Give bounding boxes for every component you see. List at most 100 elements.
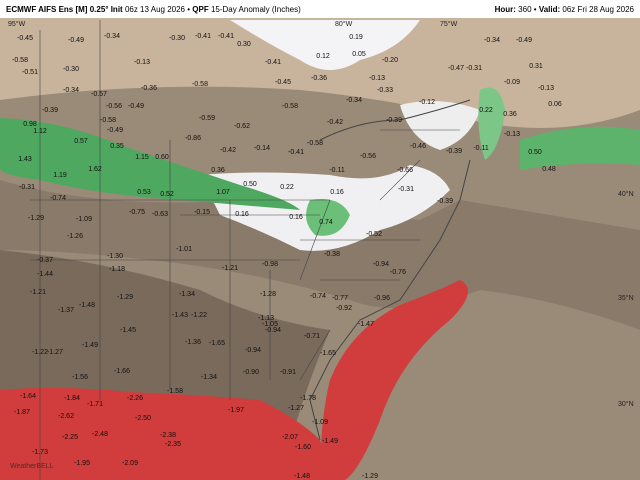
wet-area bbox=[306, 199, 350, 236]
anomaly-label: 1.07 bbox=[216, 189, 230, 196]
anomaly-label: -1.01 bbox=[176, 246, 192, 253]
anomaly-label: -0.34 bbox=[104, 33, 120, 40]
anomaly-label: 1.15 bbox=[135, 154, 149, 161]
anomaly-label: -2.26 bbox=[127, 395, 143, 402]
anomaly-label: -2.07 bbox=[282, 434, 298, 441]
anomaly-label: -0.31 bbox=[398, 186, 414, 193]
anomaly-label: 0.60 bbox=[155, 154, 169, 161]
anomaly-label: -1.64 bbox=[20, 393, 36, 400]
anomaly-label: 0.16 bbox=[235, 211, 249, 218]
anomaly-label: -0.13 bbox=[504, 131, 520, 138]
anomaly-label: -0.30 bbox=[63, 66, 79, 73]
anomaly-label: -0.62 bbox=[234, 123, 250, 130]
anomaly-label: 0.22 bbox=[479, 107, 493, 114]
anomaly-label: -0.41 bbox=[265, 59, 281, 66]
anomaly-label: 0.36 bbox=[211, 167, 225, 174]
anomaly-label: -0.92 bbox=[336, 305, 352, 312]
anomaly-label: 0.12 bbox=[316, 53, 330, 60]
product: 15-Day Anomaly (Inches) bbox=[210, 4, 301, 14]
anomaly-label: -0.52 bbox=[366, 231, 382, 238]
anomaly-label: -0.63 bbox=[152, 211, 168, 218]
anomaly-label: 0.57 bbox=[74, 138, 88, 145]
grid-label: 95°W bbox=[8, 20, 26, 28]
anomaly-label: 0.74 bbox=[319, 219, 333, 226]
separator: • bbox=[533, 4, 537, 14]
anomaly-label: -0.13 bbox=[134, 59, 150, 66]
anomaly-label: -2.25 bbox=[62, 434, 78, 441]
anomaly-label: -1.22 bbox=[191, 312, 207, 319]
anomaly-label: -1.65 bbox=[320, 350, 336, 357]
anomaly-label: -1.05 bbox=[262, 321, 278, 328]
anomaly-label: -0.41 bbox=[218, 33, 234, 40]
anomaly-label: -0.58 bbox=[282, 103, 298, 110]
anomaly-label: 0.52 bbox=[160, 191, 174, 198]
anomaly-label: -0.74 bbox=[50, 195, 66, 202]
map: 95°W 80°W 75°W 40°N 35°N 30°N WeatherBELL -0.45… bbox=[0, 18, 640, 480]
anomaly-label: -0.66 bbox=[397, 167, 413, 174]
anomaly-label: -1.30 bbox=[107, 253, 123, 260]
anomaly-label: -0.49 bbox=[128, 103, 144, 110]
anomaly-label: 0.05 bbox=[352, 51, 366, 58]
hour-label: Hour: bbox=[494, 4, 516, 14]
anomaly-label: -0.75 bbox=[129, 209, 145, 216]
anomaly-label: -1.29 bbox=[117, 294, 133, 301]
anomaly-label: -1.27 bbox=[47, 349, 63, 356]
anomaly-label: -1.18 bbox=[109, 266, 125, 273]
anomaly-label: -1.09 bbox=[312, 419, 328, 426]
anomaly-label: 0.22 bbox=[280, 184, 294, 191]
anomaly-label: -1.28 bbox=[260, 291, 276, 298]
grid-label: 75°W bbox=[440, 20, 458, 28]
anomaly-label: 0.98 bbox=[23, 121, 37, 128]
near-normal bbox=[400, 101, 480, 150]
anomaly-label: 1.19 bbox=[53, 172, 67, 179]
anomaly-label: -1.48 bbox=[294, 473, 310, 480]
anomaly-label: -2.35 bbox=[165, 441, 181, 448]
valid: 06z Fri 28 Aug 2026 bbox=[562, 4, 634, 14]
anomaly-label: -0.56 bbox=[360, 153, 376, 160]
anomaly-label: -1.47 bbox=[358, 321, 374, 328]
anomaly-label: -2.09 bbox=[122, 460, 138, 467]
anomaly-label: 0.16 bbox=[330, 189, 344, 196]
anomaly-label: -0.13 bbox=[369, 75, 385, 82]
anomaly-label: -0.49 bbox=[516, 37, 532, 44]
anomaly-label: -0.09 bbox=[504, 79, 520, 86]
anomaly-label: -0.49 bbox=[68, 37, 84, 44]
anomaly-label: -0.77 bbox=[332, 295, 348, 302]
anomaly-label: -0.51 bbox=[22, 69, 38, 76]
anomaly-label: -1.21 bbox=[222, 265, 238, 272]
anomaly-label: -1.34 bbox=[179, 291, 195, 298]
anomaly-label: -1.29 bbox=[28, 215, 44, 222]
anomaly-label: 0.16 bbox=[289, 214, 303, 221]
anomaly-label: -1.45 bbox=[120, 327, 136, 334]
header-left: ECMWF AIFS Ens [M] 0.25° Init 06z 13 Aug… bbox=[6, 5, 301, 14]
anomaly-label: -0.59 bbox=[199, 115, 215, 122]
anomaly-label: 0.53 bbox=[137, 189, 151, 196]
watermark: WeatherBELL bbox=[10, 463, 54, 470]
anomaly-label: -2.38 bbox=[160, 432, 176, 439]
model: ECMWF AIFS Ens [M] 0.25° bbox=[6, 4, 109, 14]
anomaly-label: -0.46 bbox=[410, 143, 426, 150]
anomaly-label: -0.42 bbox=[327, 119, 343, 126]
dry-area bbox=[320, 280, 468, 480]
anomaly-label: -1.43 bbox=[172, 312, 188, 319]
anomaly-label: -0.90 bbox=[243, 369, 259, 376]
borders bbox=[30, 20, 471, 480]
anomaly-label: 0.06 bbox=[548, 101, 562, 108]
anomaly-label: 0.31 bbox=[529, 63, 543, 70]
anomaly-label: -0.20 bbox=[382, 57, 398, 64]
anomaly-label: -1.29 bbox=[362, 473, 378, 480]
anomaly-label: 0.19 bbox=[349, 34, 363, 41]
anomaly-label: -0.41 bbox=[288, 149, 304, 156]
anomaly-label: -1.13 bbox=[258, 315, 274, 322]
anomaly-label: -0.31 bbox=[466, 65, 482, 72]
anomaly-label: -0.14 bbox=[254, 145, 270, 152]
grid-label: 40°N bbox=[618, 190, 634, 198]
anomaly-label: -0.39 bbox=[386, 117, 402, 124]
anomaly-label: -0.11 bbox=[473, 145, 489, 152]
anomaly-label: -1.78 bbox=[300, 395, 316, 402]
grid-label: 30°N bbox=[618, 400, 634, 408]
anomaly-label: -0.15 bbox=[194, 209, 210, 216]
anomaly-label: -0.34 bbox=[346, 97, 362, 104]
anomaly-label: -0.56 bbox=[106, 103, 122, 110]
